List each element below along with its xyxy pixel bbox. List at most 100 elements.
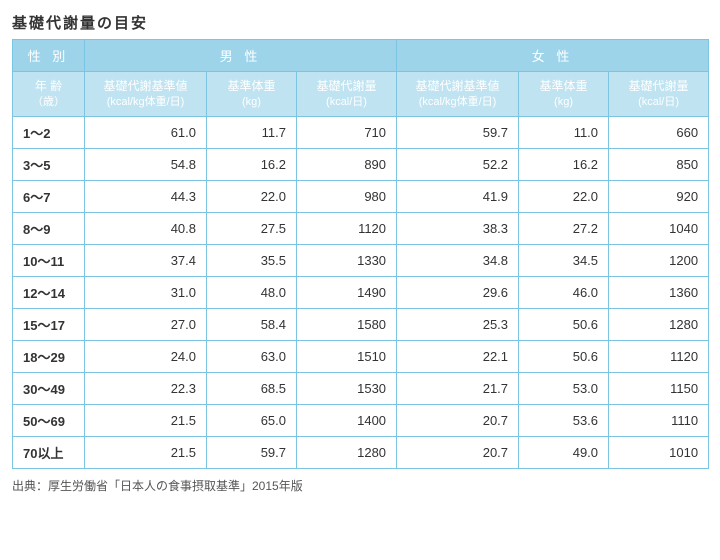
age-cell: 50～69 [13, 405, 85, 437]
female-rate-cell: 59.7 [397, 117, 519, 149]
female-bmr-cell: 1280 [609, 309, 709, 341]
male-bmr-cell: 1510 [297, 341, 397, 373]
table-row: 1～261.011.771059.711.0660 [13, 117, 709, 149]
female-bmr-cell: 1110 [609, 405, 709, 437]
male-weight-cell: 27.5 [207, 213, 297, 245]
male-bmr-cell: 1580 [297, 309, 397, 341]
female-bmr-cell: 1120 [609, 341, 709, 373]
female-rate-cell: 38.3 [397, 213, 519, 245]
male-weight-cell: 11.7 [207, 117, 297, 149]
bmr-table: 性 別 男 性 女 性 年 齢（歳） 基礎代謝基準値(kcal/kg体重/日) … [12, 39, 709, 469]
age-cell: 8～9 [13, 213, 85, 245]
female-rate-cell: 20.7 [397, 405, 519, 437]
gender-header: 性 別 [13, 40, 85, 72]
male-bmr-cell: 980 [297, 181, 397, 213]
female-bmr-cell: 1360 [609, 277, 709, 309]
age-cell: 6～7 [13, 181, 85, 213]
female-weight-cell: 50.6 [519, 341, 609, 373]
male-weight-cell: 22.0 [207, 181, 297, 213]
male-header: 男 性 [85, 40, 397, 72]
male-rate-cell: 27.0 [85, 309, 207, 341]
male-rate-cell: 31.0 [85, 277, 207, 309]
female-bmr-cell: 660 [609, 117, 709, 149]
table-row: 30～4922.368.5153021.753.01150 [13, 373, 709, 405]
male-rate-cell: 40.8 [85, 213, 207, 245]
female-header: 女 性 [397, 40, 709, 72]
female-bmr-header: 基礎代謝量(kcal/日) [609, 72, 709, 117]
male-weight-cell: 35.5 [207, 245, 297, 277]
age-cell: 18～29 [13, 341, 85, 373]
age-cell: 12～14 [13, 277, 85, 309]
table-row: 70以上21.559.7128020.749.01010 [13, 437, 709, 469]
table-row: 8～940.827.5112038.327.21040 [13, 213, 709, 245]
male-bmr-cell: 890 [297, 149, 397, 181]
female-rate-cell: 25.3 [397, 309, 519, 341]
male-bmr-cell: 1330 [297, 245, 397, 277]
female-weight-cell: 50.6 [519, 309, 609, 341]
female-rate-header: 基礎代謝基準値(kcal/kg体重/日) [397, 72, 519, 117]
male-rate-cell: 21.5 [85, 437, 207, 469]
table-row: 50～6921.565.0140020.753.61110 [13, 405, 709, 437]
male-weight-cell: 48.0 [207, 277, 297, 309]
female-rate-cell: 52.2 [397, 149, 519, 181]
female-weight-cell: 53.0 [519, 373, 609, 405]
male-weight-cell: 16.2 [207, 149, 297, 181]
male-rate-cell: 44.3 [85, 181, 207, 213]
female-rate-cell: 20.7 [397, 437, 519, 469]
male-bmr-cell: 1280 [297, 437, 397, 469]
male-weight-header: 基準体重(kg) [207, 72, 297, 117]
female-weight-cell: 22.0 [519, 181, 609, 213]
male-rate-cell: 61.0 [85, 117, 207, 149]
header-row-2: 年 齢（歳） 基礎代謝基準値(kcal/kg体重/日) 基準体重(kg) 基礎代… [13, 72, 709, 117]
female-rate-cell: 21.7 [397, 373, 519, 405]
age-cell: 15～17 [13, 309, 85, 341]
male-bmr-cell: 1120 [297, 213, 397, 245]
table-row: 10～1137.435.5133034.834.51200 [13, 245, 709, 277]
male-weight-cell: 58.4 [207, 309, 297, 341]
female-weight-cell: 49.0 [519, 437, 609, 469]
female-weight-cell: 34.5 [519, 245, 609, 277]
female-bmr-cell: 850 [609, 149, 709, 181]
male-weight-cell: 63.0 [207, 341, 297, 373]
age-cell: 30～49 [13, 373, 85, 405]
header-row-1: 性 別 男 性 女 性 [13, 40, 709, 72]
age-cell: 3～5 [13, 149, 85, 181]
female-bmr-cell: 1200 [609, 245, 709, 277]
male-rate-cell: 54.8 [85, 149, 207, 181]
female-rate-cell: 29.6 [397, 277, 519, 309]
male-bmr-cell: 1530 [297, 373, 397, 405]
female-weight-cell: 46.0 [519, 277, 609, 309]
table-row: 12～1431.048.0149029.646.01360 [13, 277, 709, 309]
table-row: 6～744.322.098041.922.0920 [13, 181, 709, 213]
female-weight-cell: 11.0 [519, 117, 609, 149]
female-bmr-cell: 920 [609, 181, 709, 213]
age-header: 年 齢（歳） [13, 72, 85, 117]
source-note: 出典：厚生労働省「日本人の食事摂取基準」2015年版 [12, 477, 708, 494]
male-bmr-cell: 1400 [297, 405, 397, 437]
female-weight-header: 基準体重(kg) [519, 72, 609, 117]
female-rate-cell: 34.8 [397, 245, 519, 277]
table-row: 3～554.816.289052.216.2850 [13, 149, 709, 181]
female-weight-cell: 16.2 [519, 149, 609, 181]
female-bmr-cell: 1010 [609, 437, 709, 469]
female-rate-cell: 41.9 [397, 181, 519, 213]
female-rate-cell: 22.1 [397, 341, 519, 373]
male-weight-cell: 68.5 [207, 373, 297, 405]
male-bmr-cell: 710 [297, 117, 397, 149]
age-cell: 1～2 [13, 117, 85, 149]
male-weight-cell: 59.7 [207, 437, 297, 469]
female-bmr-cell: 1150 [609, 373, 709, 405]
female-bmr-cell: 1040 [609, 213, 709, 245]
male-rate-cell: 22.3 [85, 373, 207, 405]
age-cell: 10～11 [13, 245, 85, 277]
male-bmr-cell: 1490 [297, 277, 397, 309]
table-row: 15～1727.058.4158025.350.61280 [13, 309, 709, 341]
male-rate-cell: 24.0 [85, 341, 207, 373]
female-weight-cell: 53.6 [519, 405, 609, 437]
male-rate-cell: 21.5 [85, 405, 207, 437]
table-row: 18～2924.063.0151022.150.61120 [13, 341, 709, 373]
age-cell: 70以上 [13, 437, 85, 469]
male-weight-cell: 65.0 [207, 405, 297, 437]
female-weight-cell: 27.2 [519, 213, 609, 245]
male-rate-header: 基礎代謝基準値(kcal/kg体重/日) [85, 72, 207, 117]
